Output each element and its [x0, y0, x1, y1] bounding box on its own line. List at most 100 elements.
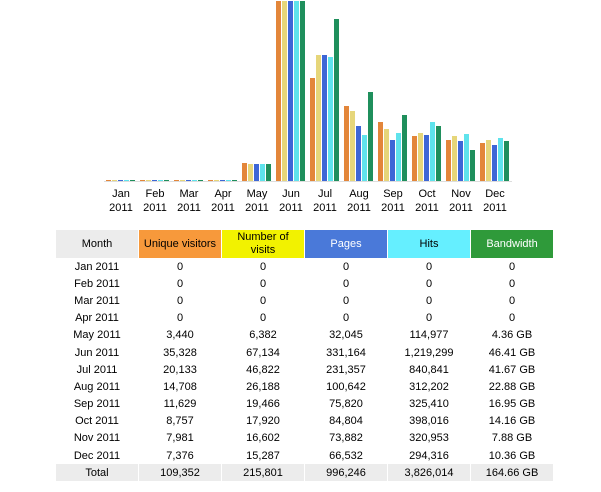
bar-hits-dec	[498, 138, 503, 181]
pages-cell: 331,164	[326, 346, 366, 359]
bar-bandwidth-oct	[436, 126, 441, 181]
x-tick-year-label: 2011	[347, 202, 371, 214]
table-row: Oct 2011 8,757 17,920 84,804 398,016 14.16 GB	[56, 413, 553, 430]
total-pages-cell: 996,246	[305, 464, 387, 482]
visits-cell: 17,920	[246, 415, 280, 428]
month-cell: Feb 2011	[74, 277, 120, 290]
bandwidth-cell: 41.67 GB	[488, 363, 536, 376]
bar-unique-visitors-mar	[174, 180, 179, 181]
month-cell: Aug 2011	[73, 380, 121, 393]
x-tick-year-label: 2011	[143, 202, 167, 214]
bar-bandwidth-may	[266, 164, 271, 181]
bandwidth-cell: 0	[508, 277, 516, 290]
unique-visitors-column-header: Unique visitors	[139, 230, 221, 258]
table-row: Dec 2011 7,376 15,287 66,532 294,316 10.36 GB	[56, 447, 553, 464]
hits-cell: 0	[425, 294, 433, 307]
bar-pages-jul	[322, 55, 327, 181]
bar-number-of-visits-dec	[486, 140, 491, 181]
unique-visitors-cell: 0	[176, 277, 184, 290]
x-tick-year-label: 2011	[245, 202, 269, 214]
bar-unique-visitors-aug	[344, 106, 349, 181]
table-row: Aug 2011 14,708 26,188 100,642 312,202 22.88 …	[56, 378, 553, 395]
pages-cell: 73,882	[329, 432, 363, 445]
bar-hits-oct	[430, 122, 435, 181]
bar-hits-nov	[464, 134, 469, 181]
table-body: Jan 2011 0 0 0 0 0 Feb 2011 0 0 0 0 0 Mar 2011 0 0 0 0 0 A…	[56, 258, 553, 482]
bar-unique-visitors-feb	[140, 180, 145, 181]
bar-bandwidth-jul	[334, 19, 339, 181]
bar-bandwidth-aug	[368, 92, 373, 181]
total-label: Total	[56, 464, 138, 482]
bar-unique-visitors-jun	[276, 1, 281, 181]
unique-visitors-cell: 3,440	[166, 329, 194, 342]
bar-hits-feb	[158, 180, 163, 181]
x-tick-year-label: 2011	[449, 202, 473, 214]
bar-unique-visitors-oct	[412, 136, 417, 181]
hits-cell: 840,841	[409, 363, 449, 376]
total-row: Total 109,352 215,801 996,246 3,826,014 164.6…	[56, 464, 553, 482]
bar-number-of-visits-sep	[384, 129, 389, 181]
bar-unique-visitors-nov	[446, 140, 451, 181]
x-tick-year-label: 2011	[279, 202, 303, 214]
bar-number-of-visits-nov	[452, 136, 457, 181]
bar-bandwidth-dec	[504, 141, 509, 181]
table-row: Sep 2011 11,629 19,466 75,820 325,410 16.95 G…	[56, 396, 553, 413]
bar-pages-oct	[424, 135, 429, 181]
table-row: Nov 2011 7,981 16,602 73,882 320,953 7.88 GB	[56, 430, 553, 447]
bar-pages-jun	[288, 1, 293, 181]
bar-hits-apr	[226, 180, 231, 181]
bar-pages-nov	[458, 141, 463, 181]
visits-cell: 0	[259, 260, 267, 273]
month-cell: Jul 2011	[76, 363, 118, 376]
unique-visitors-cell: 0	[176, 294, 184, 307]
table-row: Feb 2011 0 0 0 0 0	[56, 275, 553, 292]
bar-hits-jun	[294, 1, 299, 181]
x-tick-year-label: 2011	[211, 202, 235, 214]
bar-unique-visitors-apr	[208, 180, 213, 181]
hits-cell: 294,316	[409, 449, 449, 462]
bandwidth-cell: 46.41 GB	[488, 346, 536, 359]
month-cell: Nov 2011	[73, 432, 121, 445]
x-tick-year-label: 2011	[313, 202, 337, 214]
unique-visitors-cell: 7,981	[166, 432, 194, 445]
bar-bandwidth-sep	[402, 115, 407, 181]
x-tick-month-label: Feb	[146, 188, 165, 200]
pages-cell: 32,045	[329, 329, 363, 342]
bandwidth-cell: 0	[508, 260, 516, 273]
hits-cell: 1,219,299	[404, 346, 454, 359]
bar-hits-may	[260, 164, 265, 181]
bandwidth-cell: 10.36 GB	[488, 449, 536, 462]
unique-visitors-cell: 0	[176, 312, 184, 325]
total-visits-cell: 215,801	[222, 464, 304, 482]
x-tick-month-label: Oct	[418, 188, 435, 200]
hits-column-header: Hits	[388, 230, 470, 258]
table-row: Mar 2011 0 0 0 0 0	[56, 292, 553, 309]
month-cell: Sep 2011	[73, 398, 121, 411]
x-tick-month-label: Jul	[318, 188, 332, 200]
bandwidth-cell: 7.88 GB	[491, 432, 533, 445]
unique-visitors-cell: 35,328	[163, 346, 197, 359]
hits-cell: 114,977	[409, 329, 449, 342]
bar-pages-aug	[356, 126, 361, 181]
x-tick-month-label: Nov	[451, 188, 471, 200]
hits-cell: 325,410	[409, 398, 449, 411]
hits-cell: 398,016	[409, 415, 449, 428]
bandwidth-cell: 16.95 GB	[488, 398, 536, 411]
bar-bandwidth-mar	[198, 180, 203, 181]
hits-cell: 312,202	[409, 380, 449, 393]
monthly-history-table: Month Unique visitors Number of visits P…	[55, 230, 554, 482]
month-cell: Jan 2011	[74, 260, 120, 273]
unique-visitors-cell: 8,757	[166, 415, 194, 428]
pages-cell: 0	[342, 260, 350, 273]
total-bandwidth-cell: 164.66 GB	[471, 464, 553, 482]
x-tick-year-label: 2011	[109, 202, 133, 214]
total-unique-visitors-cell: 109,352	[139, 464, 221, 482]
pages-cell: 0	[342, 294, 350, 307]
bandwidth-cell: 0	[508, 312, 516, 325]
pages-cell: 231,357	[326, 363, 366, 376]
x-tick-month-label: Sep	[383, 188, 403, 200]
bar-pages-dec	[492, 145, 497, 181]
bandwidth-cell: 4.36 GB	[491, 329, 533, 342]
bar-pages-apr	[220, 180, 225, 181]
bar-unique-visitors-sep	[378, 122, 383, 181]
